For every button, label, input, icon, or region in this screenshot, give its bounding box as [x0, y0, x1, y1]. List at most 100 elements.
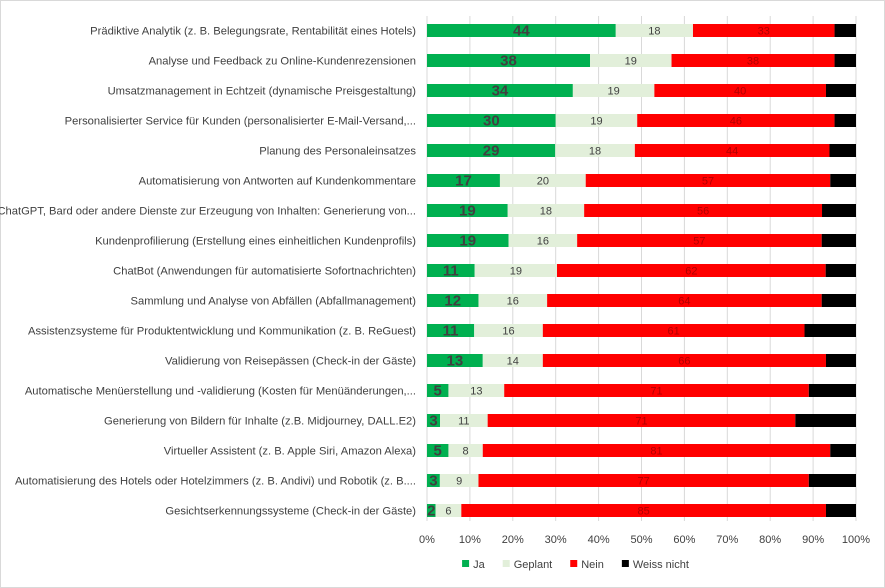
x-tick-label: 30%: [545, 534, 567, 546]
category-label: Validierung von Reisepässen (Check-in de…: [165, 356, 416, 368]
bar-nein: [547, 294, 822, 307]
legend-item-ja[interactable]: Ja: [462, 559, 486, 571]
bar-ja: [427, 264, 475, 277]
data-label: 16: [537, 236, 549, 248]
category-label: Gesichtserkennungssysteme (Check-in der …: [165, 506, 416, 518]
legend-label: Nein: [581, 559, 604, 571]
data-label: 17: [455, 173, 472, 190]
bar-nein: [671, 54, 835, 67]
bar-nein: [542, 354, 826, 367]
category-label: ChatGPT, Bard oder andere Dienste zur Er…: [0, 206, 416, 218]
data-label: 16: [507, 296, 519, 308]
data-label: 38: [500, 53, 517, 70]
bar-weiss-nicht: [821, 234, 856, 247]
bars: [427, 24, 856, 517]
data-label: 62: [685, 266, 697, 278]
data-label: 19: [510, 266, 522, 278]
legend-item-nein[interactable]: Nein: [570, 559, 604, 571]
data-label: 46: [730, 116, 742, 128]
bar-geplant: [440, 414, 488, 427]
bar-geplant: [474, 264, 557, 277]
x-tick-label: 20%: [502, 534, 524, 546]
legend-label: Geplant: [514, 559, 553, 571]
bar-geplant: [615, 24, 693, 37]
data-label: 5: [434, 443, 442, 460]
data-label: 19: [590, 116, 602, 128]
data-label: 13: [447, 353, 464, 370]
category-label: Umsatzmanagement in Echtzeit (dynamische…: [108, 86, 417, 98]
legend-swatch: [502, 560, 510, 567]
data-label: 19: [459, 233, 476, 250]
bar-geplant: [448, 384, 505, 397]
bar-nein: [654, 84, 826, 97]
bar-nein: [478, 474, 809, 487]
legend[interactable]: Ja Geplant Nein Weiss nicht: [462, 559, 689, 571]
category-label: Kundenprofilierung (Erstellung eines ein…: [95, 236, 416, 248]
legend-label: Ja: [473, 559, 486, 571]
category-label: ChatBot (Anwendungen für automatisierte …: [113, 266, 416, 278]
bar-ja: [427, 474, 440, 487]
data-label: 30: [483, 113, 500, 130]
bar-nein: [584, 204, 823, 217]
bar-ja: [427, 54, 591, 67]
data-label: 71: [650, 386, 662, 398]
data-label: 5: [434, 383, 442, 400]
data-label: 61: [668, 326, 680, 338]
bar-nein: [692, 24, 835, 37]
data-label: 57: [693, 236, 705, 248]
bar-geplant: [572, 84, 655, 97]
bar-weiss-nicht: [829, 144, 856, 157]
data-label: 66: [678, 356, 690, 368]
data-label: 29: [483, 143, 500, 160]
bar-ja: [427, 24, 616, 37]
bar-weiss-nicht: [834, 54, 856, 67]
bar-geplant: [555, 144, 635, 157]
category-label: Generierung von Bildern für Inhalte (z.B…: [104, 416, 416, 428]
x-tick-label: 60%: [673, 534, 695, 546]
bar-nein: [487, 414, 796, 427]
data-label: 11: [443, 263, 459, 280]
category-label: Automatisierung des Hotels oder Hotelzim…: [15, 476, 416, 488]
data-label: 19: [459, 203, 476, 220]
data-label: 14: [507, 356, 519, 368]
bar-nein: [542, 324, 805, 337]
bar-ja: [427, 294, 479, 307]
bar-ja: [427, 144, 556, 157]
data-label: 16: [502, 326, 514, 338]
bar-geplant: [590, 54, 672, 67]
category-label: Virtueller Assistent (z. B. Apple Siri, …: [164, 446, 417, 458]
data-label: 85: [638, 506, 650, 518]
data-label: 11: [443, 323, 459, 340]
legend-item-geplant[interactable]: Geplant: [502, 559, 553, 571]
category-label: Planung des Personaleinsatzes: [259, 146, 416, 158]
legend-swatch: [621, 560, 629, 567]
data-label: 3: [429, 413, 437, 430]
bar-geplant: [508, 234, 578, 247]
x-tick-label: 100%: [842, 534, 870, 546]
bar-weiss-nicht: [830, 174, 856, 187]
bar-weiss-nicht: [822, 204, 856, 217]
bar-weiss-nicht: [834, 24, 856, 37]
data-label: 71: [635, 416, 647, 428]
data-label: 38: [747, 56, 759, 68]
category-label: Automatisierung von Antworten auf Kunden…: [139, 176, 416, 188]
data-label: 19: [607, 86, 619, 98]
bar-weiss-nicht: [825, 354, 856, 367]
bar-weiss-nicht: [825, 264, 856, 277]
category-labels: Prädiktive Analytik (z. B. Belegungsrate…: [0, 26, 416, 518]
bar-ja: [427, 384, 449, 397]
legend-swatch: [462, 560, 470, 567]
bar-weiss-nicht: [804, 324, 856, 337]
data-label: 12: [444, 293, 461, 310]
category-label: Automatische Menüerstellung und -validie…: [25, 386, 416, 398]
bar-geplant: [482, 354, 543, 367]
bar-nein: [557, 264, 826, 277]
data-label: 3: [429, 473, 437, 490]
legend-item-weiss-nicht[interactable]: Weiss nicht: [621, 559, 689, 571]
data-label: 44: [726, 146, 738, 158]
bar-ja: [427, 174, 500, 187]
data-label: 18: [648, 26, 660, 38]
bar-ja: [427, 504, 436, 517]
